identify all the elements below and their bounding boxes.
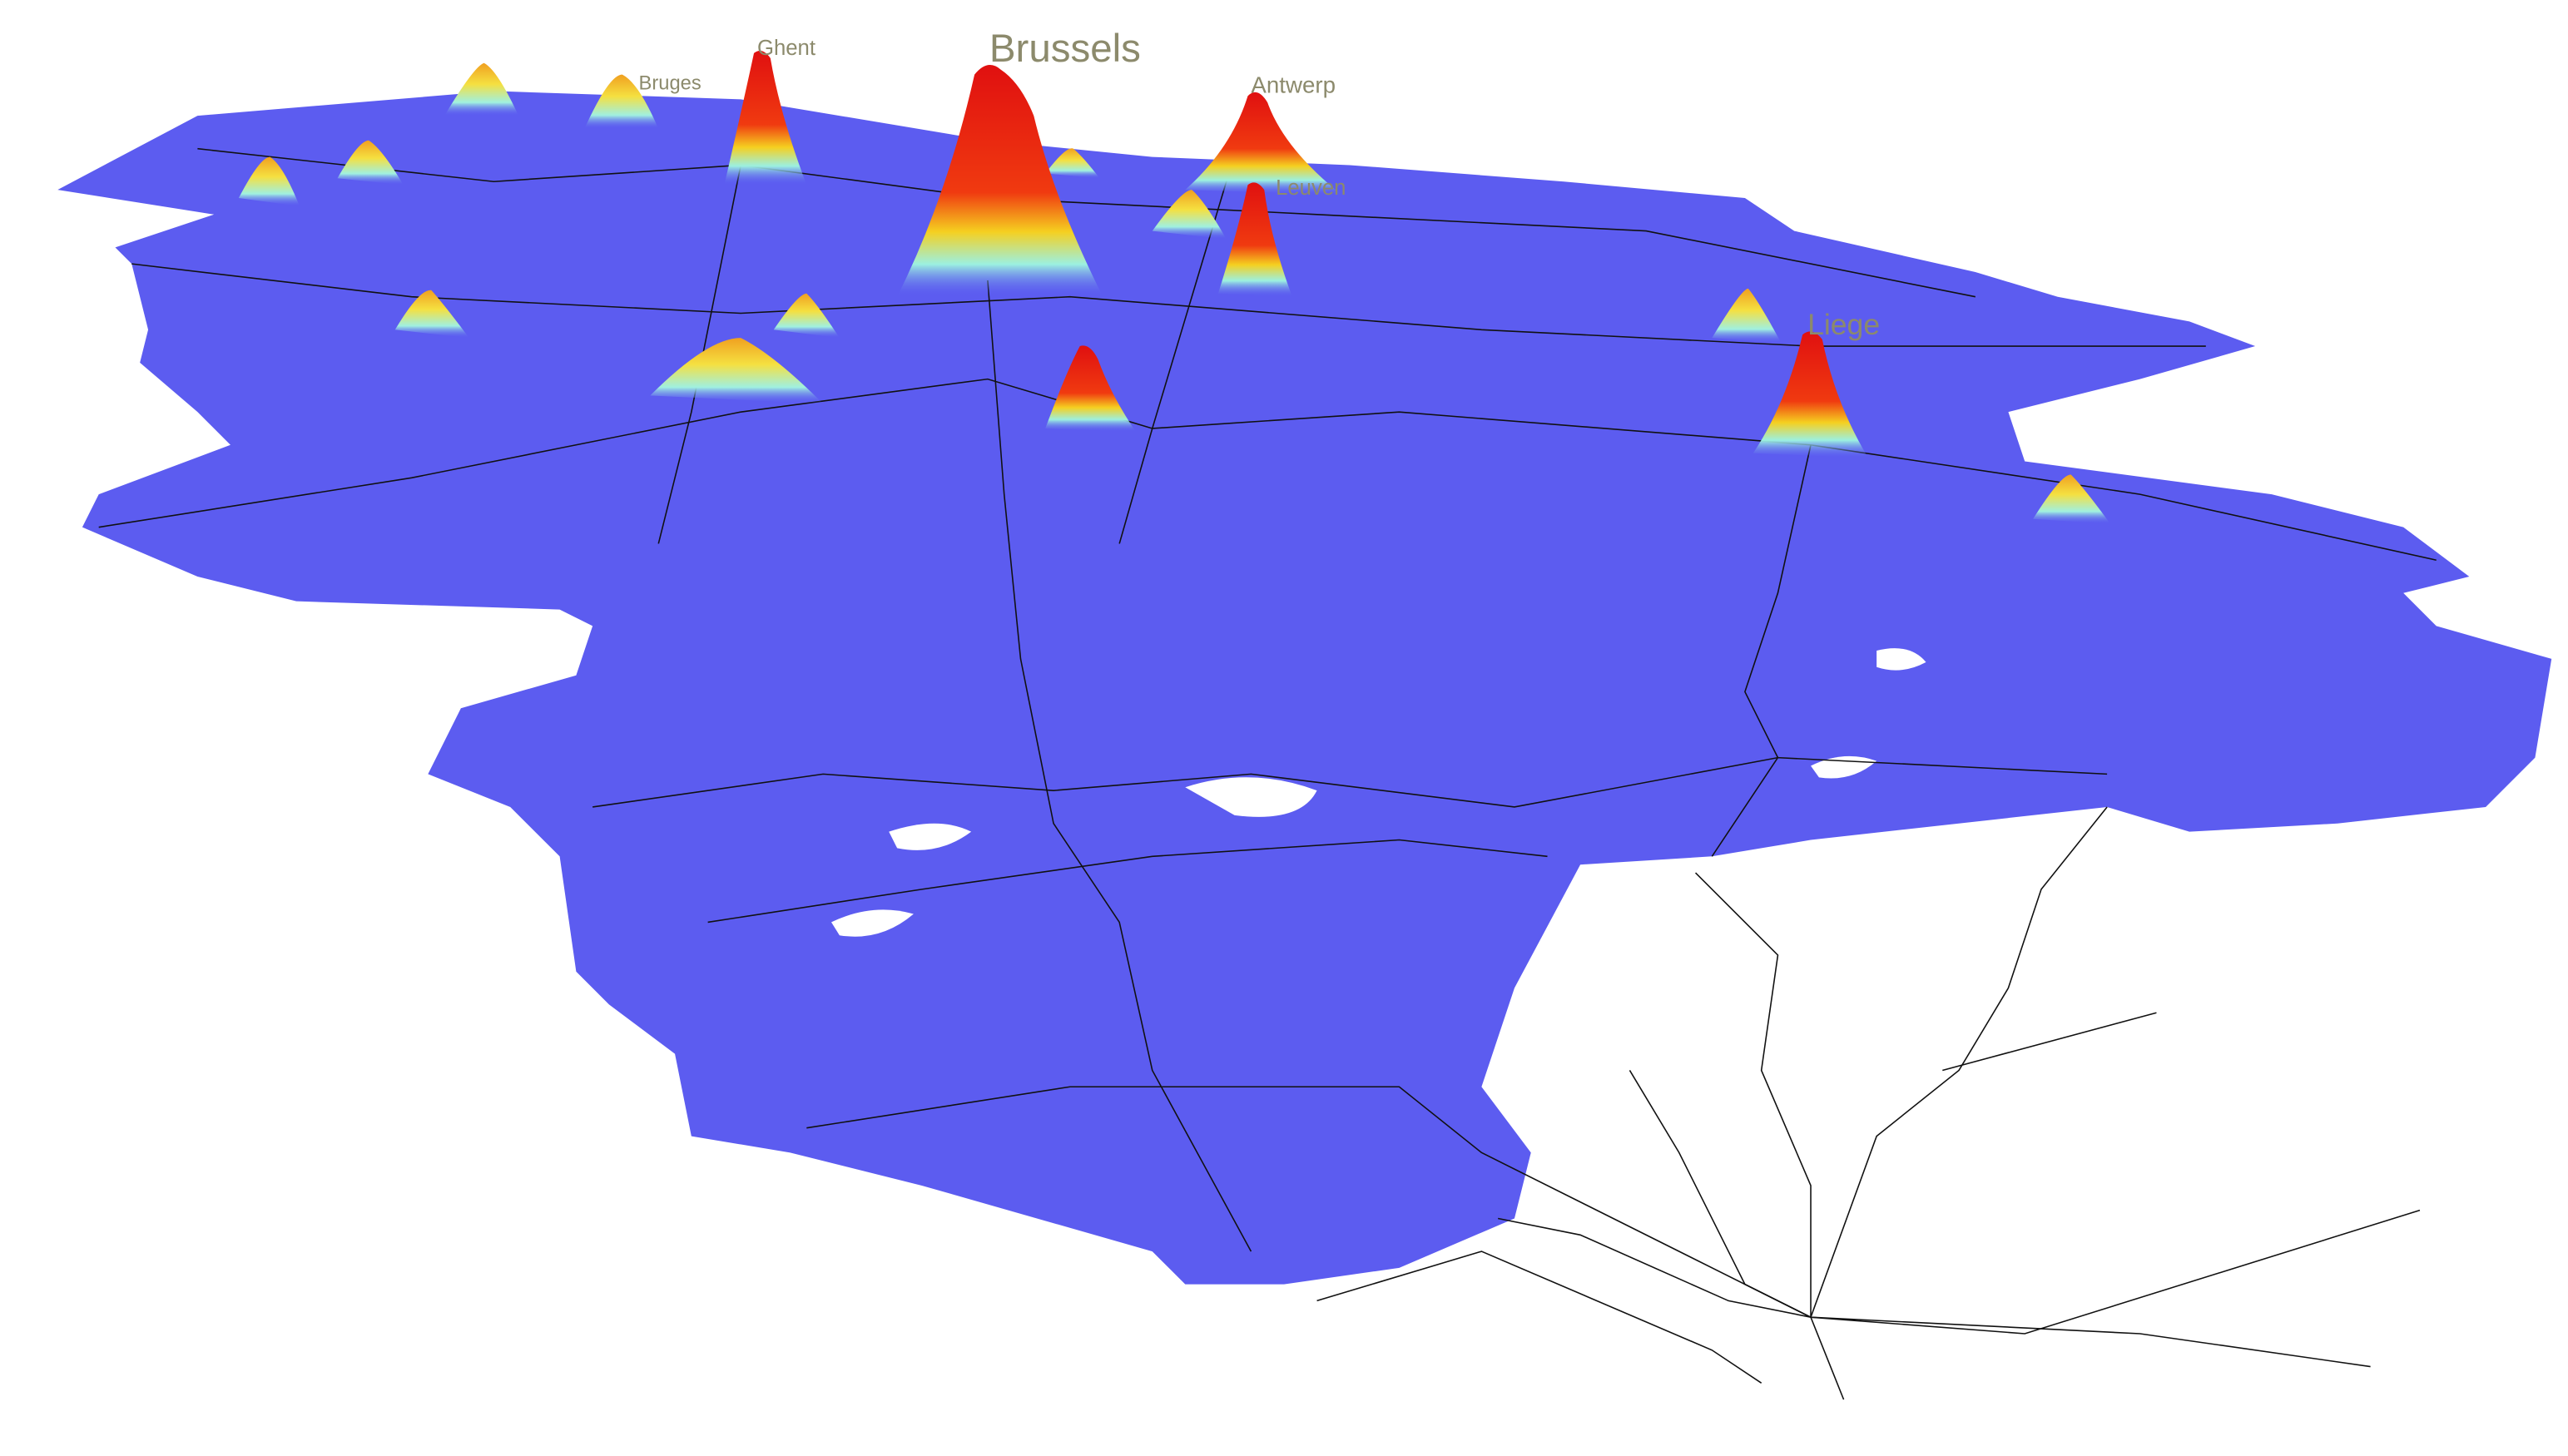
density-peaks — [238, 51, 2111, 524]
holes — [830, 648, 1926, 937]
region-surface — [57, 91, 2552, 1285]
city-label: Bruges — [639, 72, 701, 94]
city-label: Leuven — [1276, 176, 1346, 200]
city-label: Liege — [1807, 308, 1880, 341]
city-label: Ghent — [757, 37, 816, 60]
city-label: Brussels — [989, 27, 1141, 71]
city-label: Antwerp — [1251, 72, 1336, 97]
